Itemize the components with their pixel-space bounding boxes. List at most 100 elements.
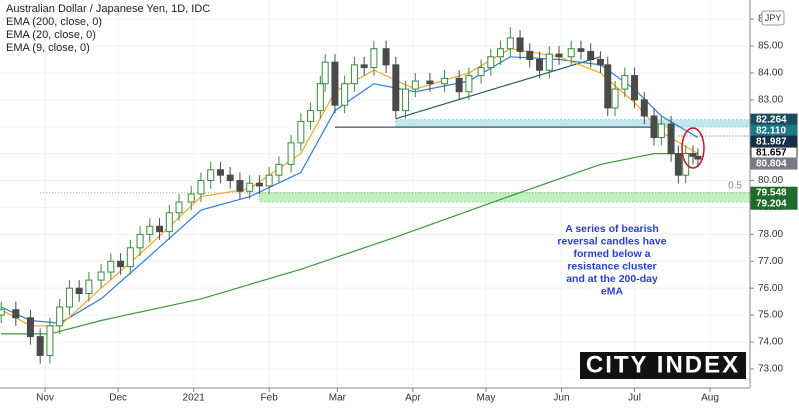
candle-body xyxy=(497,48,505,58)
annotation-line: and at the 200-day xyxy=(566,273,658,285)
candle-body xyxy=(287,142,295,165)
candle-body xyxy=(506,37,514,50)
x-tick-label: Feb xyxy=(261,393,279,404)
candle-body xyxy=(674,153,682,176)
legend-entry: EMA (20, close, 0) xyxy=(6,29,96,41)
candle-body xyxy=(297,120,305,144)
trendline xyxy=(395,56,601,120)
candle-body xyxy=(156,225,164,233)
candle-body xyxy=(536,58,544,71)
plot-marks xyxy=(0,27,702,364)
candle-body xyxy=(255,182,263,187)
candle-body xyxy=(441,77,449,85)
annotation-line: A series of bearish xyxy=(565,223,659,235)
y-tick-label: 73.00 xyxy=(758,364,783,375)
price-label: 82.264 xyxy=(756,114,787,125)
candle-body xyxy=(65,287,73,308)
candle-body xyxy=(382,48,390,66)
candle-body xyxy=(402,88,410,112)
y-tick-label: 85.00 xyxy=(758,41,783,52)
candle-body xyxy=(216,169,224,176)
x-tick-label: Apr xyxy=(405,393,421,404)
candle-body xyxy=(117,260,125,268)
x-tick-label: 2021 xyxy=(183,393,206,404)
candle-body xyxy=(689,153,697,157)
y-tick-label: 84.00 xyxy=(758,68,783,79)
candle-body xyxy=(465,75,473,93)
price-label: 81.657 xyxy=(756,147,787,158)
x-tick-label: Jun xyxy=(553,393,569,404)
candle-body xyxy=(392,64,400,112)
candle-body xyxy=(136,233,144,249)
candle-body xyxy=(236,180,244,192)
y-tick-label: 83.00 xyxy=(758,94,783,105)
y-tick-label: 75.00 xyxy=(758,310,783,321)
candle-body xyxy=(682,153,690,176)
candle-body xyxy=(246,182,254,192)
candle-body xyxy=(175,201,183,214)
zone xyxy=(395,119,751,128)
candle-body xyxy=(187,193,195,203)
candle-body xyxy=(487,56,495,69)
candle-body xyxy=(146,225,154,235)
candle-body xyxy=(426,80,434,85)
price-label-box xyxy=(750,157,798,170)
candle-body xyxy=(56,306,64,327)
candle-body xyxy=(307,110,315,122)
candle-body xyxy=(516,37,524,52)
candle-body xyxy=(97,271,105,281)
fib-label: 0.5 xyxy=(728,180,742,191)
x-tick-label: Jul xyxy=(628,393,641,404)
candle-body xyxy=(46,325,54,356)
candle-body xyxy=(275,163,283,176)
annotation-line: formed below a xyxy=(573,248,650,260)
highlight-ellipse xyxy=(681,127,705,169)
y-tick-label: 77.00 xyxy=(758,256,783,267)
annotation-line: eMA xyxy=(601,285,624,297)
currency-box xyxy=(761,10,785,26)
candle-body xyxy=(631,75,639,101)
logo: CITY INDEX xyxy=(586,351,740,378)
candle-body xyxy=(350,64,358,85)
candle-body xyxy=(126,247,134,268)
candle-body xyxy=(455,77,463,93)
candle-body xyxy=(331,61,339,106)
candle-body xyxy=(36,336,44,356)
candle-body xyxy=(0,309,5,316)
candle-body xyxy=(650,115,658,138)
price-label-box xyxy=(750,197,798,210)
chart-title: Australian Dollar / Japanese Yen, 1D, ID… xyxy=(6,3,210,15)
candle-body xyxy=(621,75,629,90)
candle-body xyxy=(316,83,324,112)
candle-body xyxy=(526,50,534,60)
candle-body xyxy=(657,123,665,138)
candle-body xyxy=(577,48,585,52)
candle-body xyxy=(360,64,368,69)
y-tick-label: 74.00 xyxy=(758,337,783,348)
candle-body xyxy=(107,260,115,273)
plot-under: 0.5 xyxy=(0,0,751,388)
price-label: 79.548 xyxy=(756,187,787,198)
x-tick-label: Mar xyxy=(329,393,347,404)
candle-body xyxy=(596,58,604,66)
candle-body xyxy=(477,67,485,77)
legend-entry: EMA (200, close, 0) xyxy=(6,16,102,28)
candle-body xyxy=(321,61,329,85)
candle-body xyxy=(226,174,234,182)
currency: JPY xyxy=(765,13,782,23)
candle-body xyxy=(370,48,378,69)
y-tick-label: 80.00 xyxy=(758,175,783,186)
candle-body xyxy=(640,99,648,117)
legend: EMA (200, close, 0)EMA (20, close, 0)EMA… xyxy=(6,16,102,54)
annotation-line: reversal candles have xyxy=(557,235,666,247)
candle-body xyxy=(341,83,349,106)
candle-body xyxy=(587,50,595,60)
x-tick-label: Dec xyxy=(109,393,127,404)
candle-body xyxy=(545,53,553,71)
candle-body xyxy=(265,174,273,187)
candle-body xyxy=(411,80,419,90)
candle-body xyxy=(604,64,612,109)
